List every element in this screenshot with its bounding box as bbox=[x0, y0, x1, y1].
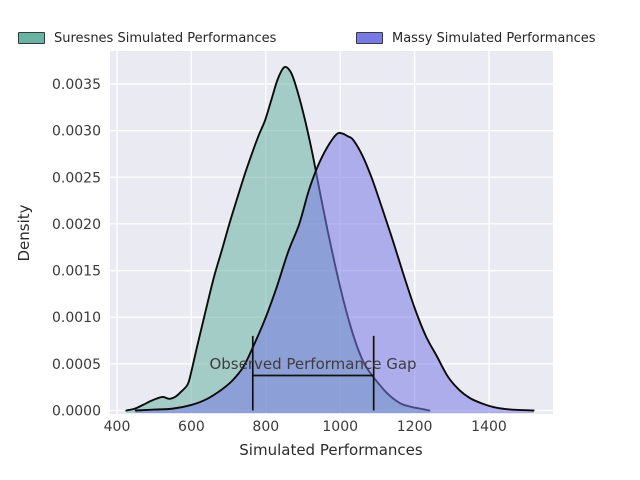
y-tick-label-0.0005: 0.0005 bbox=[52, 357, 101, 373]
kde-curve-massy bbox=[134, 131, 535, 412]
x-tick-label-800: 800 bbox=[252, 419, 279, 435]
legend-label-suresnes: Suresnes Simulated Performances bbox=[54, 30, 277, 46]
y-tick-label-0.0000: 0.0000 bbox=[52, 404, 101, 420]
x-tick-label-600: 600 bbox=[178, 419, 205, 435]
legend-swatch-suresnes bbox=[18, 32, 45, 44]
x-tick-label-1400: 1400 bbox=[471, 419, 507, 435]
x-tick-label-1200: 1200 bbox=[397, 419, 433, 435]
y-axis-label: Density bbox=[15, 204, 33, 262]
x-tick-label-400: 400 bbox=[104, 419, 131, 435]
y-tick-label-0.0030: 0.0030 bbox=[52, 124, 101, 140]
kde-fill-massy bbox=[135, 132, 534, 414]
legend-swatch-massy bbox=[356, 32, 383, 44]
kde-series-group bbox=[125, 65, 535, 414]
x-axis-label: Simulated Performances bbox=[239, 441, 423, 459]
observed-gap-annotation-text: Observed Performance Gap bbox=[209, 355, 417, 373]
y-tick-label-0.0020: 0.0020 bbox=[52, 217, 101, 233]
x-tick-label-1000: 1000 bbox=[322, 419, 358, 435]
legend-item-suresnes: Suresnes Simulated Performances bbox=[18, 30, 276, 46]
observed-gap-annotation bbox=[251, 335, 375, 411]
y-tick-label-0.0010: 0.0010 bbox=[52, 310, 101, 326]
y-tick-label-0.0035: 0.0035 bbox=[52, 77, 101, 93]
legend-label-massy: Massy Simulated Performances bbox=[392, 30, 596, 46]
y-tick-label-0.0015: 0.0015 bbox=[52, 264, 101, 280]
legend-item-massy: Massy Simulated Performances bbox=[356, 30, 596, 46]
y-tick-label-0.0025: 0.0025 bbox=[52, 170, 101, 186]
